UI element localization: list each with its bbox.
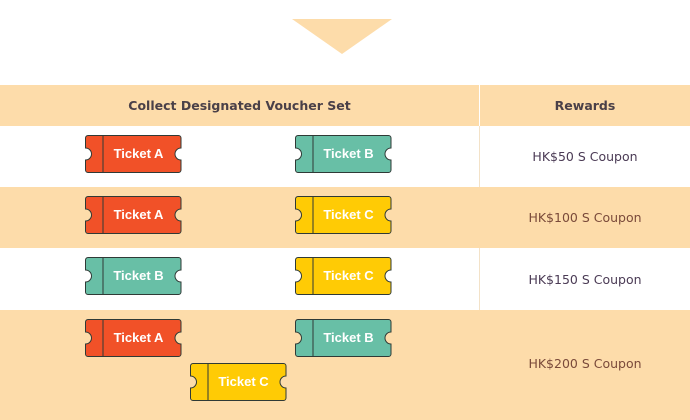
column-divider [479, 85, 480, 126]
reward-text: HK$100 S Coupon [528, 210, 642, 225]
table-row: Ticket A Ticket B Ticket C HK$200 S Coup… [0, 310, 690, 420]
ticket-shape [295, 135, 392, 173]
column-divider [479, 248, 480, 310]
ticket-shape [190, 363, 287, 401]
ticket-shape [295, 319, 392, 357]
ticket-b: Ticket B [85, 257, 182, 295]
ticket-b: Ticket B [295, 135, 392, 173]
ticket-a: Ticket A [85, 135, 182, 173]
ticket-b: Ticket B [295, 319, 392, 357]
ticket-shape [295, 257, 392, 295]
reward-text: HK$50 S Coupon [532, 149, 638, 164]
table-row: Ticket A Ticket C HK$100 S Coupon [0, 187, 690, 248]
ticket-shape [85, 257, 182, 295]
ticket-shape [295, 196, 392, 234]
ticket-a: Ticket A [85, 319, 182, 357]
header-rewards: Rewards [554, 98, 616, 113]
table-row: Ticket A Ticket B HK$50 S Coupon [0, 126, 690, 187]
reward-text: HK$150 S Coupon [528, 271, 642, 287]
ticket-c: Ticket C [295, 257, 392, 295]
ticket-c: Ticket C [190, 363, 287, 401]
down-arrow-icon [292, 19, 392, 54]
ticket-shape [85, 135, 182, 173]
table-row: Ticket B Ticket C HK$150 S Coupon [0, 248, 690, 310]
header-vouchers: Collect Designated Voucher Set [128, 98, 351, 113]
ticket-shape [85, 196, 182, 234]
table-header: Collect Designated Voucher Set Rewards [0, 85, 690, 126]
reward-text: HK$200 S Coupon [528, 355, 642, 371]
ticket-a: Ticket A [85, 196, 182, 234]
ticket-c: Ticket C [295, 196, 392, 234]
column-divider [479, 126, 480, 187]
ticket-shape [85, 319, 182, 357]
